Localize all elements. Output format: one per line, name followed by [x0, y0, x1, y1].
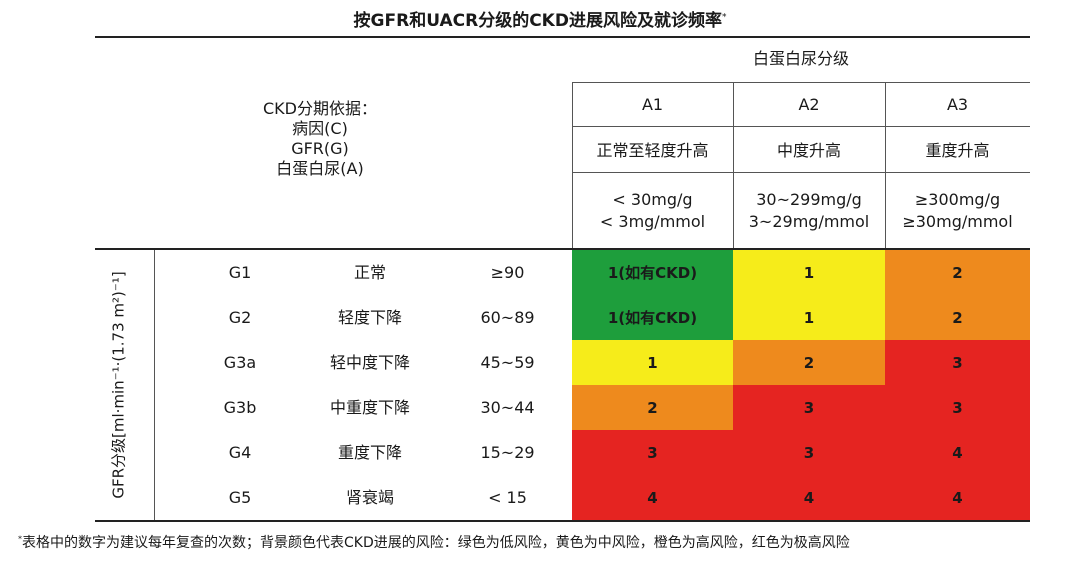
header-divider-3 [885, 82, 886, 248]
risk-cell: 1 [572, 340, 733, 385]
axis-divider [154, 250, 155, 520]
a3-name: 重度升高 [925, 141, 990, 160]
page-title: 按GFR和UACR分级的CKD进展风险及就诊频率* [353, 11, 727, 31]
risk-cell: 4 [572, 475, 733, 520]
gfr-range: 30~44 [480, 398, 535, 417]
risk-cell: 3 [885, 340, 1030, 385]
risk-cell: 1 [733, 250, 885, 295]
header-bottom-rule [95, 248, 1030, 250]
gfr-stage: G3a [223, 353, 257, 372]
gfr-range: 15~29 [480, 443, 535, 462]
gfr-stage: G2 [228, 308, 252, 327]
gfr-description: 重度下降 [337, 443, 402, 462]
albuminuria-header: 白蛋白尿分级 [752, 49, 849, 68]
risk-cell: 1(如有CKD) [572, 250, 733, 295]
top-rule [95, 36, 1030, 38]
risk-cell: 2 [733, 340, 885, 385]
gfr-stage: G5 [228, 488, 252, 507]
gfr-description: 轻度下降 [337, 308, 402, 327]
name-rule [572, 172, 1030, 173]
risk-cell: 1 [733, 295, 885, 340]
gfr-description: 肾衰竭 [345, 488, 394, 507]
bottom-rule [95, 520, 1030, 522]
risk-cell: 2 [885, 295, 1030, 340]
gfr-stage: G4 [228, 443, 252, 462]
a3-range: ≥300mg/g ≥30mg/mmol [902, 190, 1013, 231]
header-divider-2 [733, 82, 734, 248]
risk-cell: 4 [885, 475, 1030, 520]
a2-name: 中度升高 [776, 141, 841, 160]
header-divider-1 [572, 82, 573, 248]
risk-cell: 1(如有CKD) [572, 295, 733, 340]
albuminuria-rule [572, 82, 1030, 83]
gfr-range: 45~59 [480, 353, 535, 372]
code-rule [572, 126, 1030, 127]
risk-cell: 3 [733, 385, 885, 430]
risk-cell: 3 [572, 430, 733, 475]
ckd-criteria: CKD分期依据： 病因(C) GFR(G) 白蛋白尿(A) [263, 99, 377, 178]
gfr-range: ≥90 [490, 263, 525, 282]
gfr-description: 中重度下降 [329, 398, 410, 417]
a2-range: 30~299mg/g 3~29mg/mmol [748, 190, 870, 231]
risk-cell: 4 [733, 475, 885, 520]
gfr-range: < 15 [488, 488, 527, 507]
a2-code: A2 [798, 95, 820, 114]
a3-code: A3 [946, 95, 969, 114]
gfr-range: 60~89 [480, 308, 535, 327]
risk-cell: 2 [885, 250, 1030, 295]
title-footnote-mark: * [721, 12, 727, 23]
a1-code: A1 [641, 95, 664, 114]
footnote-mark: * [18, 534, 22, 544]
gfr-description: 正常 [353, 263, 386, 282]
gfr-stage: G1 [228, 263, 252, 282]
footnote: *表格中的数字为建议每年复查的次数；背景颜色代表CKD进展的风险：绿色为低风险，… [18, 534, 850, 551]
a1-name: 正常至轻度升高 [596, 141, 709, 160]
gfr-stage: G3b [223, 398, 257, 417]
risk-cell: 4 [885, 430, 1030, 475]
risk-cell: 2 [572, 385, 733, 430]
risk-cell: 3 [733, 430, 885, 475]
gfr-description: 轻中度下降 [329, 353, 410, 372]
risk-cell: 3 [885, 385, 1030, 430]
a1-range: < 30mg/g < 3mg/mmol [599, 190, 706, 231]
